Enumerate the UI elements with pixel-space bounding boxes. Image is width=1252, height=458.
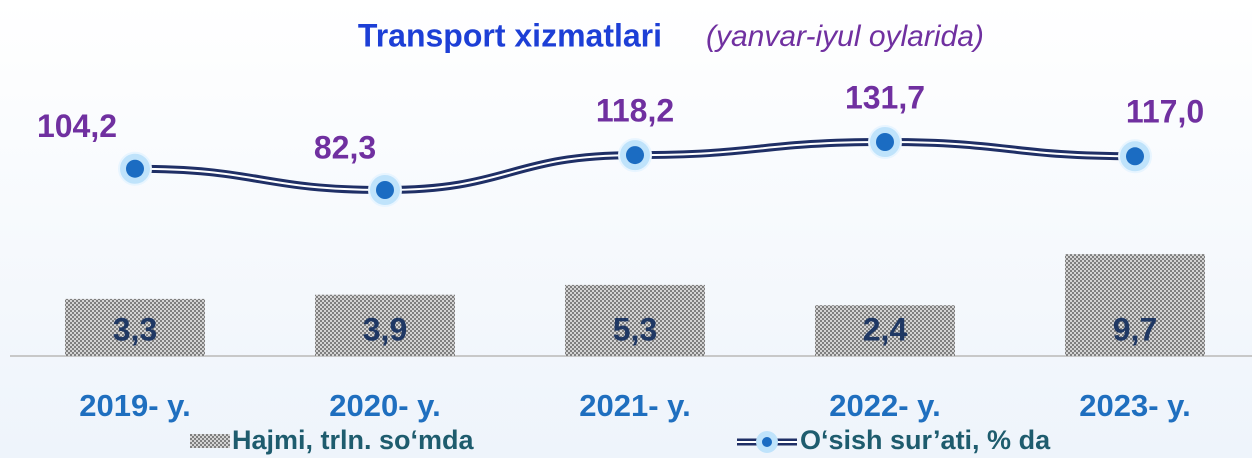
legend-point-core — [762, 437, 772, 447]
point-core — [1126, 147, 1144, 166]
point-core — [376, 181, 394, 199]
bar — [315, 294, 455, 356]
legend-label: O‘sish sur’ati, % da — [800, 425, 1051, 455]
chart-title: Transport xizmatlari — [358, 17, 662, 53]
point-label: 118,2 — [596, 93, 674, 129]
bar-label: 5,3 — [613, 311, 657, 347]
point-label: 117,0 — [1126, 94, 1204, 130]
x-tick-label: 2019- y. — [79, 388, 190, 423]
bar — [565, 284, 705, 356]
bar-label: 3,3 — [113, 311, 157, 347]
bar — [1065, 254, 1205, 356]
legend-swatch — [190, 434, 230, 448]
point-core — [126, 159, 144, 178]
point-core — [626, 146, 644, 165]
x-tick-label: 2022- y. — [829, 388, 940, 423]
point-label: 104,2 — [37, 108, 117, 144]
bar-label: 2,4 — [863, 311, 908, 347]
x-tick-label: 2021- y. — [579, 388, 690, 423]
bar-label: 3,9 — [363, 311, 407, 347]
bar — [815, 305, 955, 356]
legend-label: Hajmi, trln. so‘mda — [232, 425, 475, 455]
point-label: 82,3 — [314, 129, 376, 165]
chart-subtitle: (yanvar-iyul oylarida) — [706, 20, 984, 53]
x-tick-label: 2023- y. — [1079, 388, 1190, 423]
bar — [65, 298, 205, 356]
bar-label: 9,7 — [1113, 311, 1157, 347]
x-tick-label: 2020- y. — [329, 388, 440, 423]
point-core — [876, 133, 894, 151]
point-label: 131,7 — [845, 79, 925, 115]
